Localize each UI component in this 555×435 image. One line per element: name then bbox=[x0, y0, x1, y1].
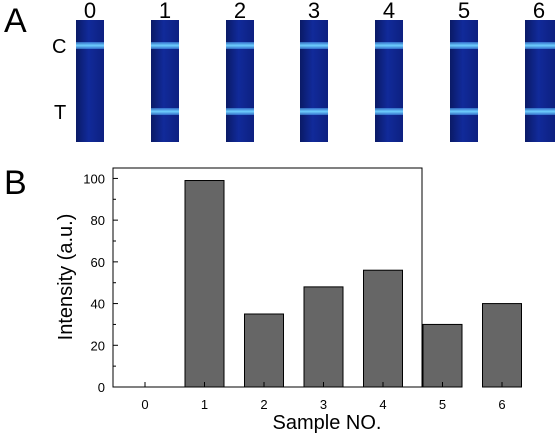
y-tick-label: 60 bbox=[91, 255, 105, 270]
bar-sample-3 bbox=[303, 286, 344, 388]
strip-label-0: 0 bbox=[83, 0, 97, 23]
y-tick-label: 100 bbox=[83, 171, 105, 186]
x-axis: 0 1 2 3 4 5 6 bbox=[141, 382, 506, 412]
y-tick-label: 80 bbox=[91, 213, 105, 228]
control-band bbox=[76, 42, 104, 49]
test-strip-5 bbox=[450, 20, 478, 142]
bar-sample-1 bbox=[184, 180, 225, 388]
x-tick-label: 1 bbox=[201, 397, 208, 412]
test-band bbox=[151, 108, 179, 115]
strip-label-6: 6 bbox=[532, 0, 546, 23]
control-band bbox=[375, 42, 403, 49]
strip-label-3: 3 bbox=[307, 0, 321, 23]
control-band bbox=[525, 42, 555, 49]
control-band bbox=[226, 42, 254, 49]
test-band bbox=[450, 108, 478, 115]
test-band bbox=[300, 108, 328, 115]
y-tick-label: 20 bbox=[91, 338, 105, 353]
control-band bbox=[450, 42, 478, 49]
bar-sample-5 bbox=[422, 323, 463, 388]
x-tick-label: 4 bbox=[379, 397, 386, 412]
strip-label-2: 2 bbox=[233, 0, 247, 23]
y-axis: 0 20 40 60 80 100 bbox=[83, 171, 118, 395]
panel-a-letter: A bbox=[4, 2, 27, 40]
strip-label-1: 1 bbox=[158, 0, 172, 23]
test-strip-4 bbox=[375, 20, 403, 142]
control-line-label: C bbox=[52, 36, 67, 58]
x-tick-label: 0 bbox=[141, 397, 148, 412]
test-strip-1 bbox=[151, 20, 179, 142]
test-band bbox=[226, 108, 254, 115]
bars-group bbox=[184, 180, 522, 388]
test-line-label: T bbox=[54, 102, 67, 124]
test-strip-0 bbox=[76, 20, 104, 142]
control-band bbox=[151, 42, 179, 49]
strip-label-4: 4 bbox=[382, 0, 396, 23]
plot-frame bbox=[112, 167, 423, 388]
test-strip-2 bbox=[226, 20, 254, 142]
bar-sample-6 bbox=[482, 303, 522, 388]
x-tick-label: 6 bbox=[498, 397, 505, 412]
bar-chart: 0 20 40 60 80 100 0 1 2 3 4 5 6 Intensity (a.u.) Sa… bbox=[55, 167, 522, 434]
x-axis-label: Sample NO. bbox=[273, 412, 382, 434]
test-strip-3 bbox=[300, 20, 328, 142]
bar-sample-4 bbox=[363, 269, 403, 388]
strip-label-5: 5 bbox=[457, 0, 471, 23]
y-tick-label: 0 bbox=[98, 380, 105, 395]
control-band bbox=[300, 42, 328, 49]
x-tick-label: 2 bbox=[260, 397, 267, 412]
x-tick-label: 3 bbox=[320, 397, 327, 412]
panel-b-letter: B bbox=[4, 164, 27, 202]
test-band bbox=[525, 108, 555, 115]
y-axis-label: Intensity (a.u.) bbox=[55, 214, 77, 341]
test-band bbox=[375, 108, 403, 115]
y-tick-label: 40 bbox=[91, 297, 105, 312]
bar-sample-2 bbox=[244, 313, 284, 388]
x-tick-label: 5 bbox=[439, 397, 446, 412]
test-strip-6 bbox=[525, 20, 555, 142]
